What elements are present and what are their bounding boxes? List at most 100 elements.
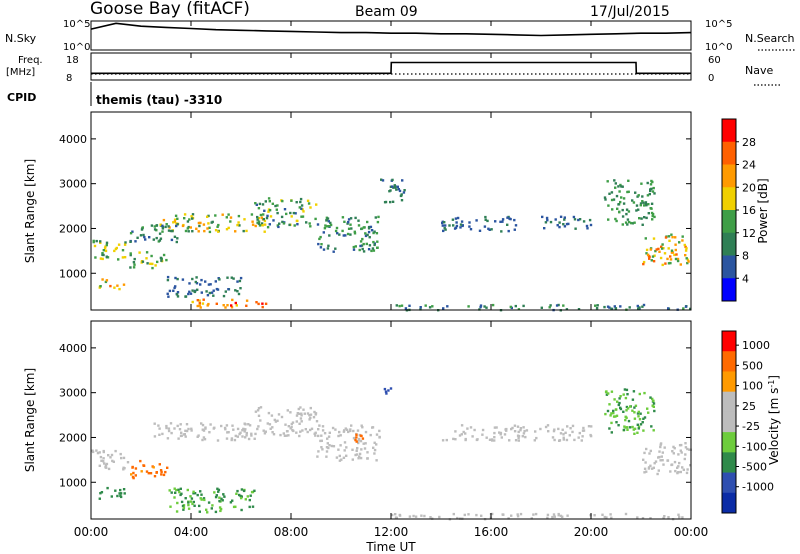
- power-point: [618, 211, 621, 214]
- power-point: [479, 304, 483, 307]
- velocity-point: [170, 431, 173, 435]
- power-point: [237, 214, 241, 218]
- power-point: [123, 256, 127, 259]
- velocity-point: [581, 435, 584, 438]
- power-point: [338, 233, 341, 236]
- power-point: [642, 303, 646, 307]
- power-point: [652, 237, 656, 240]
- power-point: [264, 200, 267, 203]
- velocity-point: [605, 393, 609, 396]
- power-point: [555, 304, 559, 307]
- power-point: [661, 263, 664, 267]
- power-point: [169, 229, 173, 233]
- power-point: [298, 206, 301, 209]
- velocity-point: [176, 424, 179, 428]
- power-point: [643, 204, 646, 207]
- power-point: [195, 227, 198, 230]
- velocity-point: [330, 444, 334, 448]
- date-label: 17/Jul/2015: [590, 4, 670, 20]
- velocity-point: [659, 443, 662, 446]
- power-point: [627, 179, 630, 182]
- velocity-point: [633, 432, 636, 435]
- velocity-point: [645, 447, 648, 451]
- power-point: [614, 182, 617, 185]
- power-point: [613, 305, 616, 308]
- power-point: [638, 217, 641, 220]
- power-point: [118, 287, 121, 291]
- power-point: [268, 200, 271, 203]
- power-y-axis-title: Slant Range [km]: [23, 159, 37, 263]
- velocity-point: [463, 513, 466, 517]
- power-point: [350, 227, 353, 230]
- power-point: [99, 241, 102, 244]
- velocity-point: [553, 428, 556, 431]
- power-point: [276, 224, 279, 227]
- power-point: [645, 248, 649, 252]
- velocity-point: [659, 459, 662, 462]
- velocity-point: [358, 437, 361, 441]
- velocity-point: [242, 427, 245, 431]
- velocity-point: [119, 452, 122, 456]
- velocity-point: [637, 425, 641, 428]
- velocity-point: [234, 505, 237, 508]
- power-point: [660, 245, 663, 248]
- power-point: [155, 229, 158, 232]
- velocity-point: [119, 495, 123, 499]
- velocity-point: [290, 425, 293, 429]
- velocity-point: [383, 387, 387, 391]
- velocity-point: [325, 455, 328, 458]
- power-point: [176, 223, 179, 226]
- velocity-point: [102, 450, 105, 454]
- velocity-point: [534, 430, 537, 433]
- power-point: [229, 220, 232, 223]
- velocity-point: [152, 466, 155, 469]
- power-point: [567, 222, 570, 226]
- velocity-point: [475, 438, 479, 442]
- power-point: [302, 210, 305, 213]
- velocity-point: [624, 396, 628, 400]
- velocity-point: [652, 402, 656, 405]
- velocity-point: [641, 517, 645, 520]
- velocity-point: [412, 514, 415, 518]
- power-point: [563, 225, 567, 228]
- velocity-point: [157, 424, 160, 427]
- power-point: [166, 292, 169, 295]
- velocity-point: [162, 473, 166, 477]
- velocity-point: [357, 457, 360, 460]
- x-axis-title: Time UT: [365, 540, 416, 554]
- velocity-point: [236, 489, 239, 493]
- power-point: [368, 244, 372, 247]
- velocity-point: [99, 492, 102, 495]
- velocity-point: [612, 411, 615, 415]
- power-point: [444, 228, 447, 231]
- velocity-point: [337, 448, 340, 451]
- velocity-point: [298, 412, 301, 415]
- velocity-point: [647, 467, 651, 470]
- power-point: [92, 240, 95, 244]
- velocity-point: [644, 461, 647, 464]
- power-point: [676, 259, 680, 263]
- velocity-point: [112, 460, 115, 463]
- power-point: [195, 276, 198, 279]
- velocity-point: [500, 436, 503, 439]
- velocity-point: [247, 437, 251, 441]
- power-point: [232, 277, 235, 280]
- velocity-point: [466, 427, 469, 430]
- power-point: [396, 185, 399, 188]
- velocity-point: [114, 489, 117, 492]
- velocity-point: [475, 513, 478, 517]
- velocity-point: [423, 514, 426, 518]
- velocity-point: [254, 410, 258, 413]
- power-point: [143, 235, 146, 239]
- velocity-point: [254, 432, 257, 436]
- velocity-point: [633, 411, 636, 414]
- power-point: [259, 213, 263, 217]
- velocity-point: [300, 414, 303, 417]
- velocity-point: [414, 515, 418, 518]
- power-point: [113, 249, 116, 253]
- velocity-point: [649, 449, 652, 453]
- power-point: [281, 220, 284, 224]
- power-point: [646, 181, 649, 185]
- power-point: [650, 211, 654, 215]
- velocity-point: [662, 463, 665, 466]
